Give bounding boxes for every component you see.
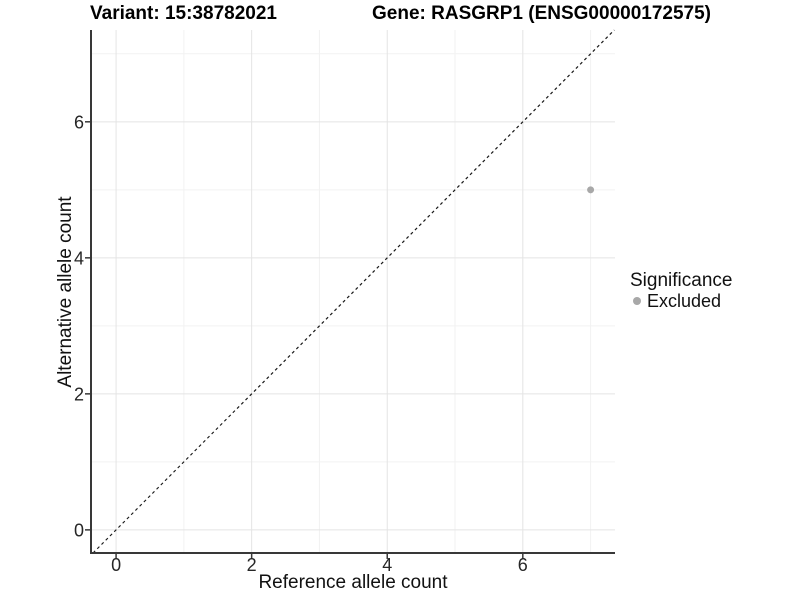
identity-line (92, 29, 615, 554)
x-axis-title: Reference allele count (258, 572, 448, 593)
x-tick-label: 6 (518, 555, 528, 575)
excluded-point-icon (633, 297, 641, 305)
legend-item-label: Excluded (647, 290, 722, 311)
variant-title: Variant: 15:38782021 (90, 3, 277, 24)
data-point (587, 186, 595, 194)
legend-title: Significance (630, 270, 733, 291)
y-tick-label: 0 (74, 520, 84, 540)
y-tick-label: 4 (74, 248, 84, 268)
x-tick-label: 4 (382, 555, 392, 575)
x-tick-label: 2 (247, 555, 257, 575)
y-tick-label: 2 (74, 384, 84, 404)
legend-item-excluded: Excluded (630, 291, 732, 311)
y-axis-title: Alternative allele count (55, 196, 76, 388)
gene-title: Gene: RASGRP1 (ENSG00000172575) (372, 3, 711, 24)
y-tick-label: 6 (74, 112, 84, 132)
legend: Significance Excluded (630, 271, 732, 311)
x-tick-label: 0 (111, 555, 121, 575)
